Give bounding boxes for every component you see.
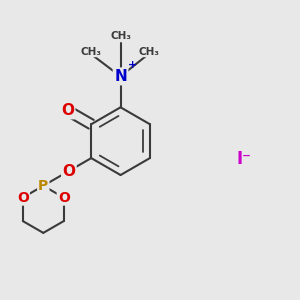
- Text: +: +: [128, 60, 137, 70]
- Text: O: O: [58, 190, 70, 205]
- Text: N: N: [114, 69, 127, 84]
- Text: P: P: [38, 179, 48, 193]
- Text: CH₃: CH₃: [139, 47, 160, 57]
- Text: O: O: [62, 164, 75, 178]
- Text: O: O: [62, 164, 75, 178]
- Text: CH₃: CH₃: [80, 47, 101, 57]
- Text: I⁻: I⁻: [237, 150, 252, 168]
- Text: O: O: [61, 103, 74, 118]
- Text: CH₃: CH₃: [110, 31, 131, 41]
- Text: O: O: [17, 190, 29, 205]
